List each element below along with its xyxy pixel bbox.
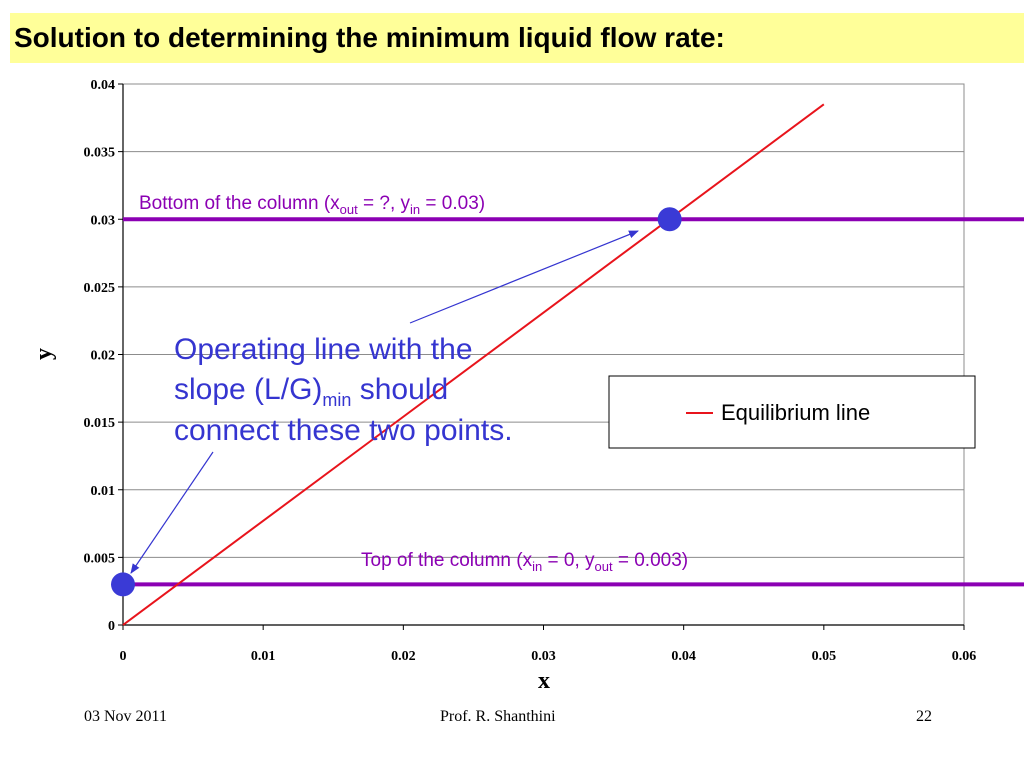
column-end-point <box>111 572 135 597</box>
y-tick-label: 0.04 <box>91 78 116 93</box>
x-tick-label: 0 <box>120 649 127 664</box>
footer-author: Prof. R. Shanthini <box>440 708 556 725</box>
footer-page-number: 22 <box>916 708 932 725</box>
x-tick-label: 0.02 <box>391 649 416 664</box>
top-column-annotation: Top of the column (xin = 0, yout = 0.003… <box>361 550 688 574</box>
grid-layer <box>123 83 964 558</box>
column-end-point <box>657 207 682 232</box>
slide-title: Solution to determining the minimum liqu… <box>14 22 725 53</box>
arrow-to-top-point <box>130 451 214 574</box>
y-tick-label: 0.005 <box>84 551 116 566</box>
operating-line-note-line3: connect these two points. <box>174 414 513 447</box>
footer-date: 03 Nov 2011 <box>84 708 167 725</box>
y-tick-label: 0.03 <box>91 213 116 228</box>
bottom-column-annotation: Bottom of the column (xout = ?, yin = 0.… <box>139 193 485 217</box>
x-tick-label: 0.05 <box>812 649 837 664</box>
y-tick-label: 0 <box>108 619 115 634</box>
operating-line-note-line1: Operating line with the <box>174 333 473 366</box>
arrow-to-bottom-point <box>409 230 639 324</box>
x-tick-label: 0.01 <box>251 649 276 664</box>
x-axis-label: x <box>538 668 550 694</box>
y-tick-label: 0.035 <box>84 146 116 161</box>
equilibrium-line <box>122 103 825 626</box>
title-bar <box>10 13 1024 63</box>
x-tick-label: 0.03 <box>531 649 556 664</box>
legend-label-equilibrium: Equilibrium line <box>721 400 870 425</box>
legend: Equilibrium line <box>608 375 976 449</box>
x-tick-label: 0.04 <box>671 649 696 664</box>
legend-box <box>608 375 976 449</box>
operating-line-note-line2: slope (L/G)min should <box>174 373 448 410</box>
y-tick-label: 0.025 <box>84 281 116 296</box>
y-tick-label: 0.015 <box>84 416 116 431</box>
y-tick-label: 0.02 <box>91 349 116 364</box>
y-tick-label: 0.01 <box>91 484 116 499</box>
x-tick-label: 0.06 <box>952 649 977 664</box>
ticks-layer: 0 0.005 0.01 0.015 0.02 0.025 0.03 0.035 0.04 0 0.… <box>84 78 977 664</box>
lines-layer <box>111 103 1024 626</box>
y-axis-label: y <box>31 348 57 360</box>
